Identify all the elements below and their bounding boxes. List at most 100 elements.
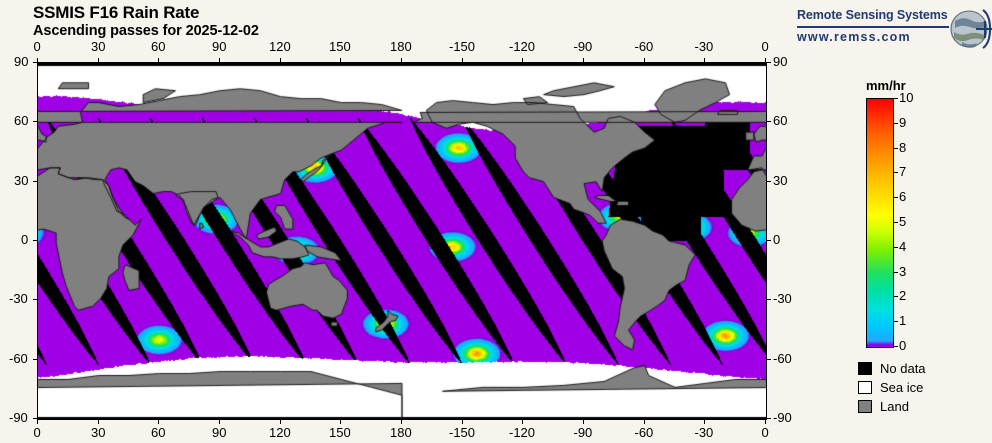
y-axis-label-right: 60	[773, 113, 788, 128]
x-axis-tick	[37, 419, 38, 424]
x-axis-label-bottom: 30	[91, 425, 106, 440]
y-axis-label-left: -90	[9, 410, 28, 425]
y-axis-tick	[33, 240, 38, 241]
x-axis-label-top: -30	[694, 39, 714, 54]
x-axis-label-top: -120	[509, 39, 536, 54]
x-axis-tick	[462, 58, 463, 63]
x-axis-tick	[219, 419, 220, 424]
colorbar-tick	[893, 247, 898, 248]
colorbar-tick	[893, 123, 898, 124]
y-axis-label-right: 0	[773, 232, 781, 247]
x-axis-tick	[704, 58, 705, 63]
logo-divider	[797, 26, 949, 28]
x-axis-label-bottom: -150	[449, 425, 476, 440]
legend-swatch	[858, 400, 872, 413]
x-axis-label-top: 150	[329, 39, 351, 54]
y-axis-label-right: 30	[773, 173, 788, 188]
legend-label: Land	[880, 399, 909, 414]
y-axis-label-right: -60	[773, 351, 792, 366]
map-canvas	[38, 63, 766, 419]
colorbar-tick-label: 3	[899, 264, 907, 279]
y-axis-tick	[766, 121, 771, 122]
colorbar-tick-label: 4	[899, 239, 907, 254]
x-axis-label-top: -150	[449, 39, 476, 54]
y-axis-label-left: 90	[14, 54, 29, 69]
y-axis-tick	[766, 240, 771, 241]
colorbar-tick-label: 5	[899, 214, 907, 229]
y-axis-tick	[33, 359, 38, 360]
x-axis-tick	[98, 58, 99, 63]
page-subtitle: Ascending passes for 2025-12-02	[33, 23, 259, 39]
colorbar-tick-label: 2	[899, 288, 907, 303]
x-axis-label-top: -60	[634, 39, 654, 54]
x-axis-tick	[704, 419, 705, 424]
x-axis-tick	[37, 58, 38, 63]
x-axis-label-bottom: 90	[212, 425, 227, 440]
x-axis-tick	[522, 58, 523, 63]
y-axis-tick	[33, 418, 38, 419]
x-axis-label-top: 90	[212, 39, 227, 54]
x-axis-label-top: -90	[573, 39, 593, 54]
y-axis-label-left: 60	[14, 113, 29, 128]
x-axis-label-top: 30	[91, 39, 106, 54]
colorbar-tick-label: 6	[899, 189, 907, 204]
legend-swatch	[858, 381, 872, 394]
colorbar-tick	[893, 346, 898, 347]
colorbar-tick	[893, 197, 898, 198]
y-axis-tick	[766, 299, 771, 300]
x-axis-label-bottom: 120	[269, 425, 291, 440]
x-axis-label-bottom: -120	[509, 425, 536, 440]
legend-swatch	[858, 362, 872, 375]
colorbar-tick	[893, 296, 898, 297]
colorbar-tick-label: 10	[899, 90, 914, 105]
x-axis-tick	[401, 58, 402, 63]
colorbar-tick	[893, 148, 898, 149]
colorbar-tick-label: 7	[899, 164, 907, 179]
remss-logo: Remote Sensing Systems www.remss.com	[797, 8, 992, 53]
x-axis-tick	[522, 419, 523, 424]
x-axis-tick	[765, 58, 766, 63]
x-axis-tick	[644, 58, 645, 63]
y-axis-label-right: -90	[773, 410, 792, 425]
x-axis-tick	[583, 419, 584, 424]
y-axis-label-left: -60	[9, 351, 28, 366]
x-axis-label-top: 0	[761, 39, 769, 54]
y-axis-tick	[766, 418, 771, 419]
x-axis-label-bottom: 0	[33, 425, 41, 440]
x-axis-tick	[158, 419, 159, 424]
y-axis-tick	[33, 299, 38, 300]
colorbar-gradient	[866, 98, 894, 348]
x-axis-tick	[219, 58, 220, 63]
x-axis-label-bottom: 180	[390, 425, 412, 440]
y-axis-tick	[33, 181, 38, 182]
x-axis-tick	[340, 58, 341, 63]
y-axis-tick	[766, 62, 771, 63]
legend-label: No data	[880, 361, 926, 376]
x-axis-label-bottom: 60	[151, 425, 166, 440]
x-axis-label-bottom: 0	[761, 425, 769, 440]
rain-rate-map-plot	[37, 62, 767, 420]
x-axis-tick	[583, 58, 584, 63]
colorbar-tick	[893, 272, 898, 273]
x-axis-label-bottom: -60	[634, 425, 654, 440]
x-axis-tick	[765, 419, 766, 424]
x-axis-tick	[401, 419, 402, 424]
colorbar-tick-label: 1	[899, 313, 907, 328]
globe-icon	[950, 9, 992, 49]
x-axis-tick	[98, 419, 99, 424]
y-axis-label-right: -30	[773, 291, 792, 306]
colorbar-tick-label: 9	[899, 115, 907, 130]
y-axis-tick	[33, 121, 38, 122]
x-axis-label-bottom: -30	[694, 425, 714, 440]
logo-organization-name: Remote Sensing Systems	[797, 8, 948, 22]
x-axis-label-top: 180	[390, 39, 412, 54]
logo-website: www.remss.com	[797, 30, 911, 44]
x-axis-label-bottom: -90	[573, 425, 593, 440]
colorbar-tick-label: 8	[899, 140, 907, 155]
y-axis-label-left: 0	[21, 232, 29, 247]
x-axis-label-bottom: 150	[329, 425, 351, 440]
page-title: SSMIS F16 Rain Rate	[33, 3, 200, 22]
x-axis-tick	[280, 419, 281, 424]
x-axis-tick	[158, 58, 159, 63]
